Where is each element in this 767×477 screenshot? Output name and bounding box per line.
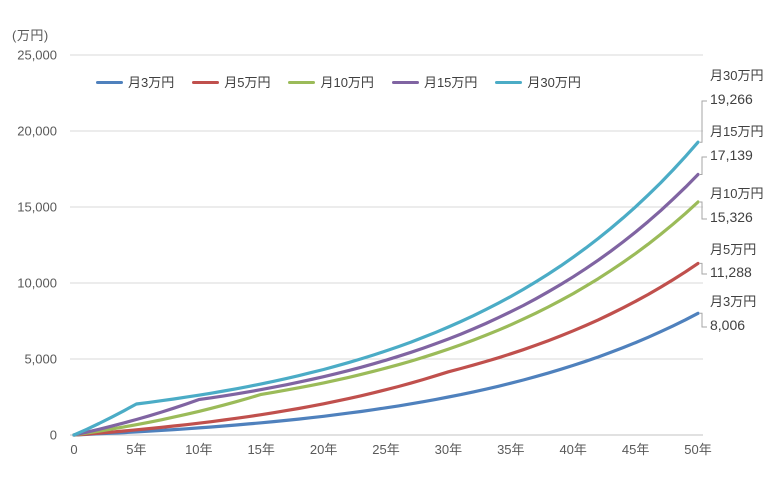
legend-item: 月10万円 (288, 75, 374, 90)
x-axis-tick-label: 5年 (126, 442, 146, 457)
leader-line (700, 156, 707, 175)
end-series-name-label: 月3万円 (710, 294, 757, 309)
legend-line-swatch (288, 81, 316, 84)
legend-line-swatch (495, 81, 523, 84)
end-series-value-label: 8,006 (710, 317, 746, 333)
end-series-name-label: 月10万円 (710, 186, 764, 201)
end-series-name-label: 月15万円 (710, 124, 764, 139)
x-axis-tick-label: 30年 (435, 442, 462, 457)
chart-legend: 月3万円 月5万円 月10万円 月15万円 月30万円 (96, 75, 581, 90)
legend-item: 月3万円 (96, 75, 174, 90)
leader-line (700, 100, 707, 143)
series-line (72, 261, 700, 437)
y-axis-tick-label: 15,000 (17, 200, 57, 215)
series-line (72, 140, 700, 437)
legend-line-swatch (391, 81, 419, 84)
series-line (72, 200, 700, 437)
leader-line (700, 262, 707, 275)
legend-item: 月15万円 (391, 75, 478, 90)
y-axis-tick-label: 20,000 (17, 124, 57, 139)
legend-item-label: 月5万円 (224, 75, 271, 90)
end-series-value-label: 17,139 (710, 147, 753, 163)
end-series-name-label: 月30万円 (710, 68, 764, 83)
legend-line-swatch (96, 81, 123, 84)
legend-item-label: 月30万円 (527, 75, 581, 90)
y-axis-unit-label: (万円) (12, 28, 49, 43)
series-line (72, 311, 700, 437)
y-axis-tick-label: 0 (50, 428, 57, 443)
x-axis-tick-label: 0 (70, 442, 77, 457)
leader-line (700, 312, 707, 328)
end-series-value-label: 15,326 (710, 209, 753, 225)
x-axis-tick-label: 25年 (372, 442, 399, 457)
legend-item-label: 月10万円 (320, 75, 374, 90)
legend-item: 月5万円 (192, 75, 270, 90)
x-axis-tick-label: 45年 (622, 442, 649, 457)
legend-item: 月30万円 (495, 75, 581, 90)
x-axis-tick-label: 20年 (310, 442, 337, 457)
leader-line (700, 201, 707, 220)
end-series-value-label: 11,288 (710, 264, 752, 280)
y-axis-tick-label: 25,000 (17, 48, 57, 63)
legend-item-label: 月15万円 (423, 75, 478, 90)
series-line (72, 172, 700, 437)
x-axis-tick-label: 10年 (185, 442, 212, 457)
x-axis-tick-label: 40年 (559, 442, 586, 457)
y-axis-tick-label: 10,000 (17, 276, 57, 291)
end-series-value-label: 19,266 (710, 91, 753, 107)
x-axis-tick-label: 50年 (684, 442, 711, 457)
legend-line-swatch (192, 81, 220, 84)
x-axis-tick-label: 35年 (497, 442, 524, 457)
y-axis-tick-label: 5,000 (24, 352, 57, 367)
end-series-name-label: 月5万円 (710, 242, 757, 257)
legend-item-label: 月3万円 (128, 75, 175, 90)
x-axis-tick-label: 15年 (247, 442, 274, 457)
